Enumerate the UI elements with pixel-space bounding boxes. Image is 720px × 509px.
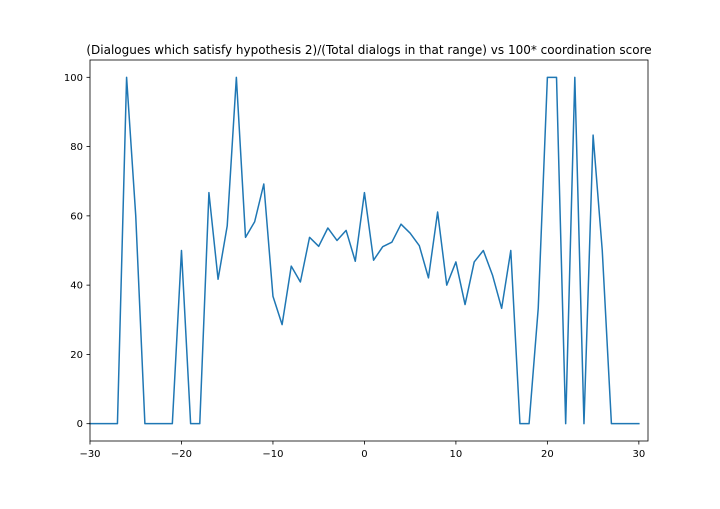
x-tick-label: −20 [171,449,192,460]
x-tick-label: 10 [450,449,463,460]
x-tick-label: −10 [262,449,283,460]
x-tick-label: 20 [541,449,554,460]
axes: −30 −20 −10 0 10 20 30 0 20 40 60 80 100 [64,59,649,460]
x-tick-label: −30 [79,449,100,460]
y-tick-label: 40 [70,281,83,292]
y-tick-label: 20 [70,350,83,361]
y-tick-label: 60 [70,211,83,222]
x-tick-label: 0 [361,449,367,460]
y-tick-label: 80 [70,142,83,153]
plot-frame [89,59,649,442]
y-tick-label: 100 [64,73,83,84]
x-tick-label: 30 [632,449,645,460]
chart-title: (Dialogues which satisfy hypothesis 2)/(… [86,43,651,57]
plot-area [89,76,640,425]
series-line-0 [89,76,640,425]
y-tick-label: 0 [77,419,83,430]
